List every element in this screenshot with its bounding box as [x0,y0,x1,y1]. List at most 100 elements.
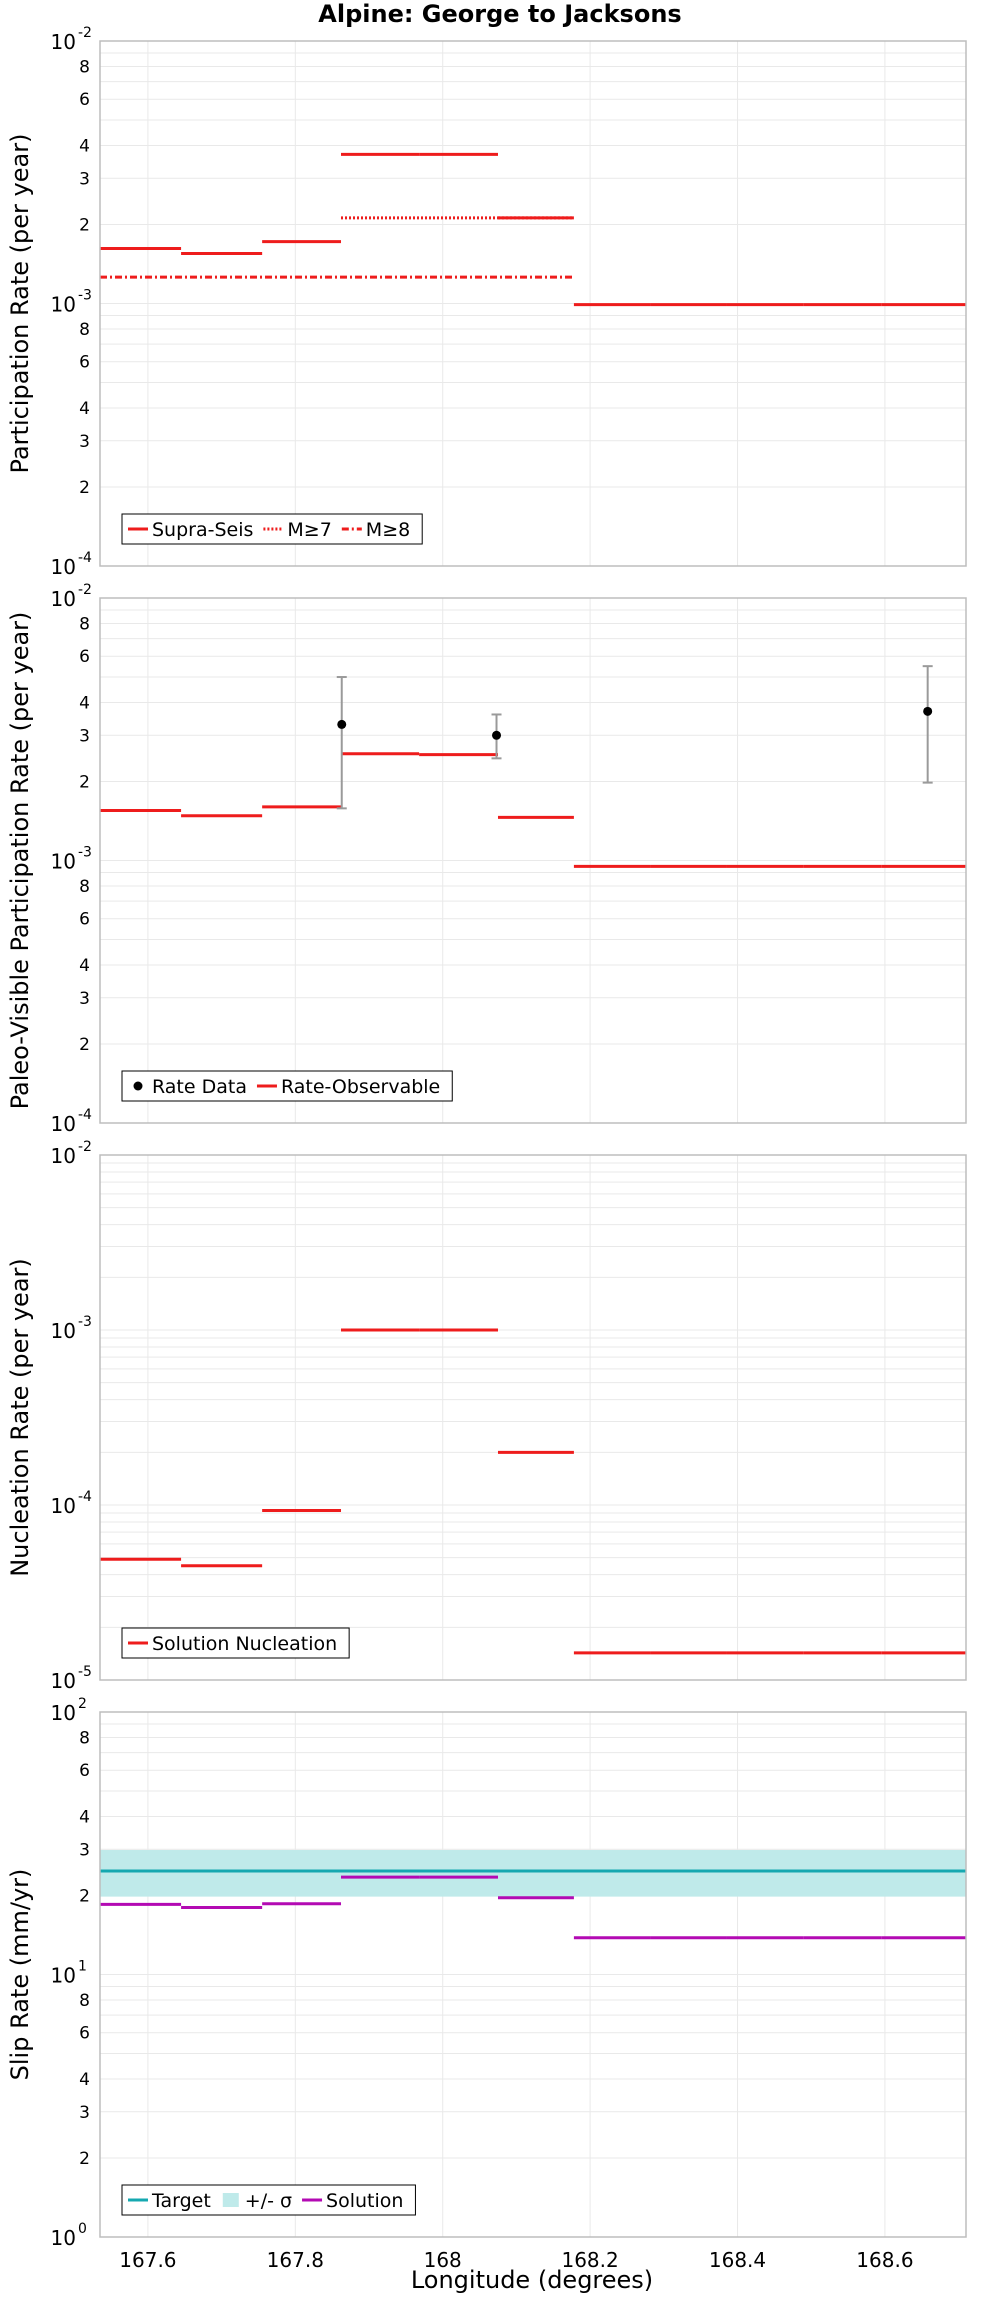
x-tick-label: 167.6 [119,2248,176,2272]
x-tick-label: 168.2 [561,2248,618,2272]
grid [100,1155,966,1681]
x-ticks: 167.6 167.8 168 168.2 168.4 168.6 [119,2248,913,2272]
grid [100,598,966,1124]
y-tick-label: 3 [79,432,90,452]
y-ticks: 10-510-410-310-2 [51,1139,93,1693]
y-tick-label: 10 [51,1144,76,1168]
y-tick-label: 2 [79,1035,90,1055]
y-tick-exponent: -4 [78,1489,92,1505]
legend-box [121,1627,350,1659]
legend-label: Target [151,2190,211,2212]
y-tick-label: 10 [51,2226,76,2250]
series-solution-nucleation [100,1328,966,1655]
series-solution [100,1875,966,1940]
data-point [492,730,502,740]
y-tick-label: 6 [79,647,90,667]
y-axis-label: Paleo-Visible Participation Rate (per ye… [6,612,34,1110]
y-tick-exponent: -4 [78,1107,92,1123]
legend-label: M≥8 [366,519,410,541]
y-tick-label: 10 [51,30,76,54]
legend-box [121,2184,416,2216]
legend-label: Solution [326,2190,403,2212]
y-tick-exponent: -5 [78,1664,92,1680]
y-axis-label: Nucleation Rate (per year) [6,1258,34,1577]
rate-data-points [336,665,933,810]
y-tick-exponent: -4 [78,550,92,566]
y-tick-exponent: -3 [78,288,92,304]
y-tick-label: 6 [79,2024,90,2044]
y-tick-label: 10 [51,1319,76,1343]
y-tick-label: 3 [79,726,90,746]
sigma-band [100,1850,966,1897]
y-tick-exponent: -2 [78,582,92,598]
plot-frame [99,40,967,567]
y-tick-label: 8 [79,1991,90,2011]
y-tick-label: 10 [51,1494,76,1518]
legend-swatch [133,1081,143,1091]
y-tick-exponent: 1 [78,1959,87,1975]
y-tick-label: 10 [51,850,76,874]
y-tick-label: 8 [79,877,90,897]
y-tick-label: 10 [51,555,76,579]
x-tick-label: 168.6 [856,2248,913,2272]
plot-frame [99,1711,967,2238]
data-point [337,719,347,729]
y-tick-exponent: -3 [78,845,92,861]
y-tick-label: 6 [79,910,90,930]
y-tick-label: 8 [79,320,90,340]
y-tick-label: 2 [79,478,90,498]
legend-box [121,1070,453,1102]
series-rate-observable [100,752,966,868]
y-tick-exponent: -3 [78,1314,92,1330]
y-tick-label: 4 [79,399,90,419]
y-tick-label: 8 [79,57,90,77]
y-tick-exponent: -2 [78,1139,92,1155]
y-tick-label: 4 [79,956,90,976]
legend-box [121,513,423,545]
y-tick-label: 10 [51,293,76,317]
y-tick-label: 6 [79,1761,90,1781]
grid [100,1712,966,2238]
x-tick-label: 168.4 [709,2248,766,2272]
legend-label: Supra-Seis [152,519,253,541]
grid [100,41,966,567]
legend: Solution Nucleation [121,1627,350,1659]
y-tick-label: 10 [51,1964,76,1988]
y-tick-label: 10 [51,1701,76,1725]
legend-label: Solution Nucleation [152,1633,337,1655]
chart-title: Alpine: George to Jacksons [318,0,681,28]
data-point [923,706,933,716]
y-axis-label: Slip Rate (mm/yr) [6,1869,34,2081]
y-tick-label: 2 [79,1886,90,1906]
y-tick-label: 3 [79,1840,90,1860]
y-tick-exponent: 0 [78,2221,87,2237]
legend-label: Rate-Observable [281,1076,440,1098]
plot-frame [99,597,967,1124]
series-supra-seis [100,152,966,307]
x-tick-label: 167.8 [267,2248,324,2272]
y-tick-label: 6 [79,353,90,373]
y-tick-label: 2 [79,2149,90,2169]
legend: Rate Data Rate-Observable [121,1070,453,1102]
y-tick-label: 6 [79,90,90,110]
y-tick-label: 2 [79,772,90,792]
legend-label: M≥7 [287,519,331,541]
x-axis-label: Longitude (degrees) [411,2266,653,2294]
y-tick-label: 4 [79,1807,90,1827]
y-tick-label: 3 [79,989,90,1009]
legend-label: Rate Data [152,1076,247,1098]
legend-label: +/- σ [245,2190,292,2212]
legend: Target +/- σ Solution [121,2184,416,2216]
y-tick-label: 4 [79,136,90,156]
y-tick-label: 4 [79,693,90,713]
x-tick-label: 168 [424,2248,462,2272]
legend: Supra-Seis M≥7 M≥8 [121,513,423,545]
y-tick-label: 3 [79,2103,90,2123]
